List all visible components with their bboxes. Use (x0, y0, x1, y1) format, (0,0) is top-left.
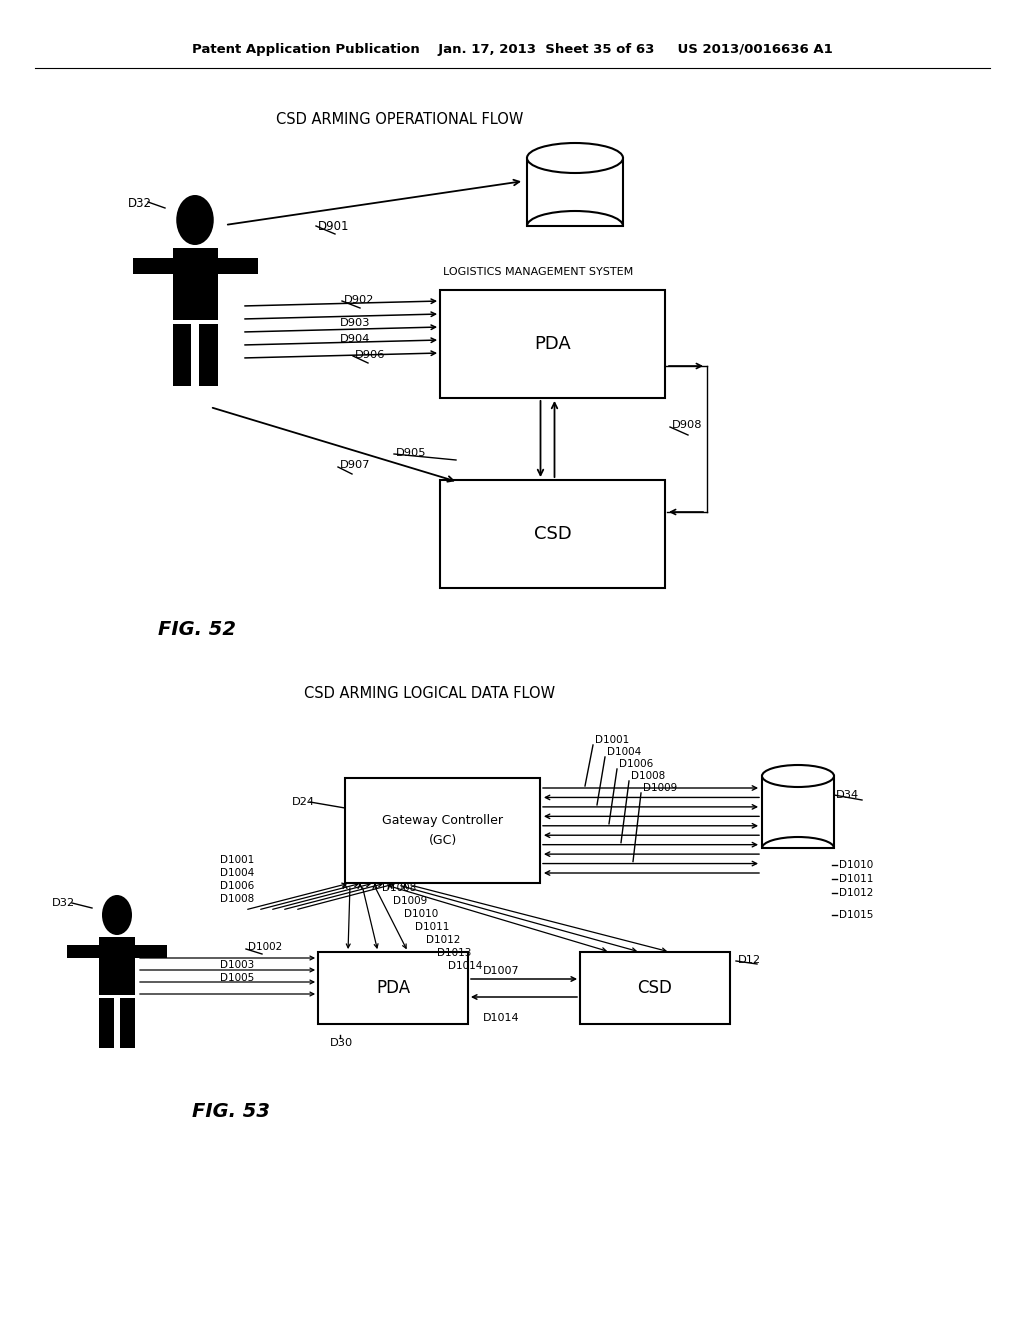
Text: CSD ARMING LOGICAL DATA FLOW: CSD ARMING LOGICAL DATA FLOW (304, 686, 556, 701)
Ellipse shape (176, 195, 214, 246)
Text: D1003: D1003 (220, 960, 254, 970)
Text: D24: D24 (292, 797, 315, 807)
Text: D908: D908 (672, 420, 702, 430)
Text: Patent Application Publication    Jan. 17, 2013  Sheet 35 of 63     US 2013/0016: Patent Application Publication Jan. 17, … (191, 44, 833, 57)
Bar (132, 257, 172, 273)
Text: D30: D30 (330, 1038, 353, 1048)
Text: D1014: D1014 (449, 961, 482, 972)
Text: D1004: D1004 (607, 747, 641, 756)
Bar (217, 257, 257, 273)
Text: (GC): (GC) (428, 834, 457, 847)
Bar (440, 290, 665, 399)
Text: D1012: D1012 (426, 935, 461, 945)
Text: D1011: D1011 (839, 874, 873, 884)
Text: FIG. 53: FIG. 53 (193, 1102, 270, 1121)
Text: D32: D32 (128, 197, 152, 210)
Bar (318, 952, 468, 1024)
Text: LOGISTICS MANAGEMENT SYSTEM: LOGISTICS MANAGEMENT SYSTEM (443, 267, 633, 277)
Text: D1012: D1012 (839, 888, 873, 898)
Text: D1008: D1008 (631, 771, 666, 781)
Text: D1002: D1002 (248, 942, 283, 952)
Text: D12: D12 (738, 954, 761, 965)
Bar (580, 952, 730, 1024)
Bar (199, 323, 217, 387)
Ellipse shape (762, 766, 834, 787)
Text: D1008: D1008 (220, 894, 254, 904)
Bar (172, 248, 217, 319)
Bar (99, 998, 114, 1048)
Text: CSD: CSD (638, 979, 673, 997)
Ellipse shape (102, 895, 132, 935)
Text: D1010: D1010 (404, 909, 438, 919)
Text: D1007: D1007 (483, 966, 519, 975)
Text: D1015: D1015 (839, 909, 873, 920)
Text: D906: D906 (355, 350, 385, 360)
Text: D1008: D1008 (382, 883, 416, 894)
Text: FIG. 52: FIG. 52 (158, 620, 236, 639)
Bar (99, 937, 135, 995)
Text: D902: D902 (344, 294, 375, 305)
Text: D903: D903 (340, 318, 371, 327)
Text: D901: D901 (318, 220, 349, 234)
Text: D1013: D1013 (437, 948, 471, 958)
Text: D1001: D1001 (220, 855, 254, 865)
Text: D32: D32 (52, 898, 75, 908)
Text: D1005: D1005 (220, 973, 254, 983)
Text: D1001: D1001 (595, 735, 630, 744)
Text: D1010: D1010 (839, 861, 873, 870)
Ellipse shape (527, 143, 623, 173)
Text: D1006: D1006 (220, 880, 254, 891)
Text: D1006: D1006 (618, 759, 653, 770)
Bar (345, 777, 540, 883)
Text: D907: D907 (340, 459, 371, 470)
Text: CSD ARMING OPERATIONAL FLOW: CSD ARMING OPERATIONAL FLOW (276, 112, 523, 127)
Bar (762, 776, 834, 847)
Text: D1014: D1014 (483, 1012, 519, 1023)
Text: PDA: PDA (376, 979, 410, 997)
Bar (172, 323, 191, 387)
Text: D34: D34 (836, 789, 859, 800)
Bar (527, 158, 623, 226)
Text: D1009: D1009 (643, 783, 677, 793)
Bar (135, 945, 167, 958)
Bar (440, 480, 665, 587)
Text: D905: D905 (396, 447, 427, 458)
Text: Gateway Controller: Gateway Controller (382, 814, 503, 828)
Text: D1004: D1004 (220, 869, 254, 878)
Text: D1011: D1011 (415, 921, 450, 932)
Bar (120, 998, 135, 1048)
Text: PDA: PDA (535, 335, 570, 352)
Text: D904: D904 (340, 334, 371, 345)
Text: D1009: D1009 (393, 896, 427, 906)
Text: CSD: CSD (534, 525, 571, 543)
Bar (67, 945, 99, 958)
